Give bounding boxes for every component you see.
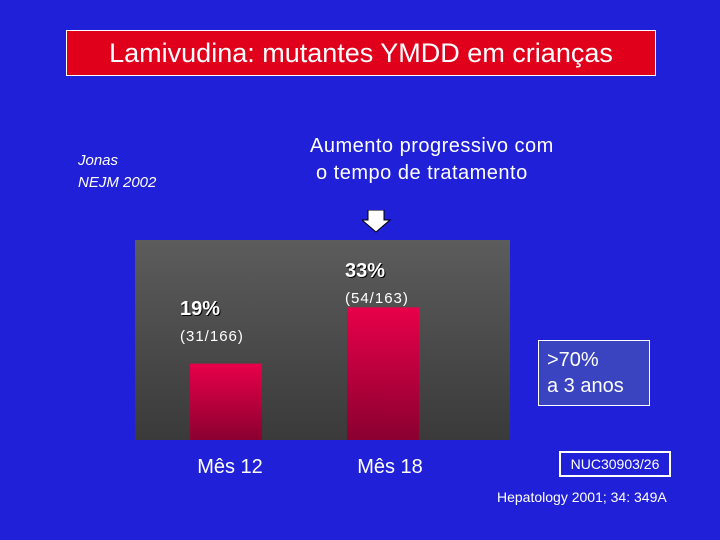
citation-author: Jonas xyxy=(78,152,119,169)
bar-chart xyxy=(135,240,510,440)
bar-m-s-12 xyxy=(190,363,262,440)
citation-journal: NEJM 2002 xyxy=(78,174,157,191)
subtitle-line-1: Aumento progressivo com xyxy=(310,135,554,157)
bar-label-mes-12: 19% xyxy=(180,298,221,320)
callout-box: >70% a 3 anos xyxy=(538,340,650,406)
callout-line-2: a 3 anos xyxy=(547,375,624,397)
title-banner: Lamivudina: mutantes YMDD em crianças xyxy=(66,30,656,76)
bar-count-mes-18: (54/163) xyxy=(345,290,409,307)
study-code-box: NUC30903/26 xyxy=(559,451,671,477)
x-tick-mes-12: Mês 12 xyxy=(197,456,263,478)
x-tick-mes-18: Mês 18 xyxy=(357,456,423,478)
bar-count-mes-12: (31/166) xyxy=(180,328,244,345)
subtitle-line-2: o tempo de tratamento xyxy=(316,162,528,184)
bar-label-mes-18: 33% xyxy=(345,260,386,282)
chart-subtitle: Aumento progressivo com o tempo de trata… xyxy=(310,133,650,187)
study-code: NUC30903/26 xyxy=(561,453,669,475)
callout-line-1: >70% xyxy=(547,349,599,371)
source-reference: Hepatology 2001; 34: 349A xyxy=(497,489,667,505)
citation: Jonas NEJM 2002 xyxy=(78,150,156,194)
bar-m-s-18 xyxy=(347,307,419,440)
slide-title: Lamivudina: mutantes YMDD em crianças xyxy=(109,37,613,68)
down-arrow-icon xyxy=(362,210,392,233)
